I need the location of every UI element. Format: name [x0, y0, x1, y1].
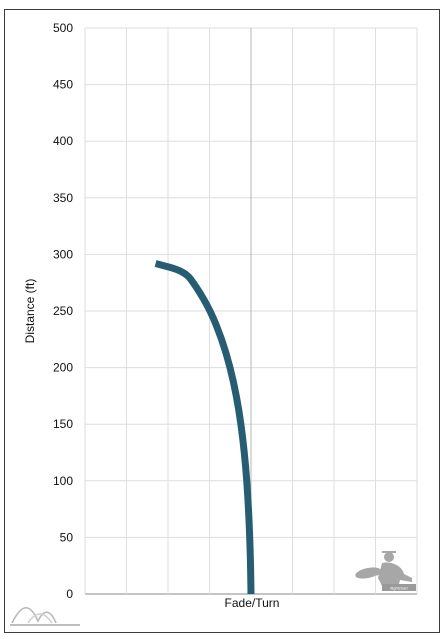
watermark-text: flightchart: [390, 586, 408, 591]
y-tick-label: 450: [53, 78, 73, 92]
y-axis-title: Distance (ft): [23, 279, 37, 344]
y-tick-label: 400: [53, 134, 73, 148]
series-layer: [154, 260, 255, 595]
y-tick-label: 150: [53, 417, 73, 431]
disc-thrower-watermark-icon: flightchart: [355, 551, 416, 591]
y-tick-label: 350: [53, 191, 73, 205]
y-tick-label: 250: [53, 304, 73, 318]
y-tick-label: 0: [66, 587, 73, 601]
chart-frame: [4, 9, 440, 633]
flight-path-line: [154, 260, 255, 595]
grid-lines: [84, 27, 418, 595]
y-tick-label: 100: [53, 474, 73, 488]
y-tick-label: 300: [53, 247, 73, 261]
y-tick-label: 500: [53, 21, 73, 35]
x-axis-title: Fade/Turn: [225, 596, 280, 610]
y-tick-label: 200: [53, 361, 73, 375]
disc-flight-curve-logo-icon: [10, 606, 80, 626]
y-tick-labels: 0 50 100 150 200 250 300 350 400 450 500: [53, 21, 73, 601]
y-tick-label: 50: [60, 530, 74, 544]
